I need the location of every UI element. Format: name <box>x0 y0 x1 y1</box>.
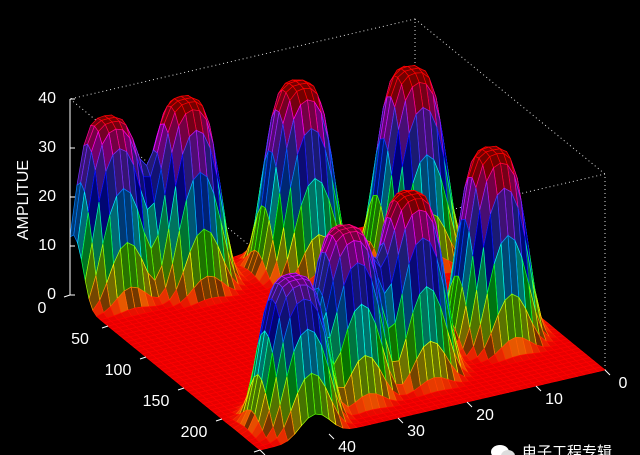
x-tick <box>101 325 109 329</box>
x-tick <box>253 449 261 453</box>
y-tick <box>535 385 542 392</box>
x-tick <box>177 387 185 391</box>
x-tick <box>215 418 223 422</box>
y-tick <box>397 417 404 424</box>
watermark-icon <box>491 445 515 455</box>
box-edge <box>414 18 606 175</box>
x-tick-label: 0 <box>38 300 47 317</box>
y-tick-label: 10 <box>545 391 563 408</box>
y-tick <box>604 369 611 376</box>
z-tick-label: 20 <box>38 188 56 205</box>
z-tick-label: 0 <box>47 286 56 303</box>
y-tick <box>328 433 335 440</box>
y-tick-label: 20 <box>476 407 494 424</box>
x-tick-label: 100 <box>105 362 132 379</box>
y-tick-label: 0 <box>619 375 628 392</box>
watermark: 电子工程专辑 <box>522 444 612 455</box>
x-tick-label: 150 <box>143 393 170 410</box>
y-tick <box>259 449 266 455</box>
y-tick-label: 40 <box>338 439 356 455</box>
z-tick-label: 40 <box>38 90 56 107</box>
z-tick-label: 10 <box>38 237 56 254</box>
y-tick <box>466 401 473 408</box>
y-tick-label: 30 <box>407 423 425 440</box>
z-tick-label: 30 <box>38 139 56 156</box>
x-tick <box>63 294 71 298</box>
x-tick-label: 200 <box>181 424 208 441</box>
x-tick <box>139 356 147 360</box>
x-tick-label: 50 <box>71 331 89 348</box>
axes: 01020304005010015020025001020304050 <box>38 90 628 455</box>
z-axis-label: AMPLITUE <box>15 160 32 240</box>
mesh <box>69 65 606 451</box>
